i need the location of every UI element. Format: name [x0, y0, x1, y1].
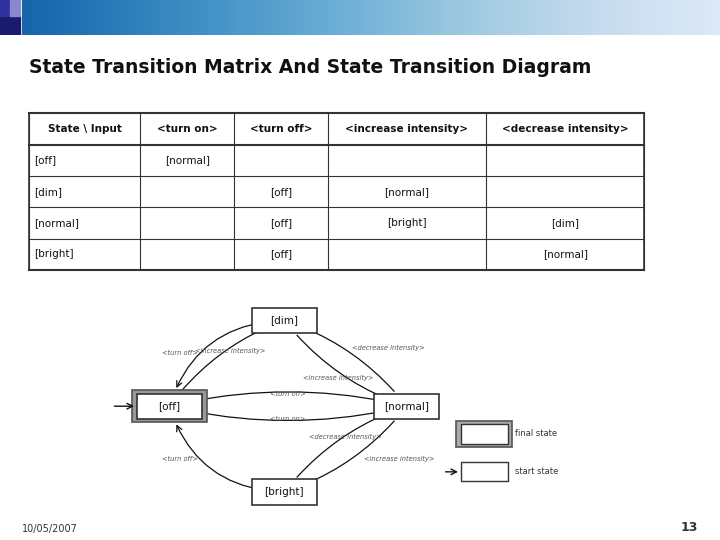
Text: start state: start state	[515, 467, 558, 476]
Text: [off]: [off]	[270, 249, 292, 259]
Text: <increase intensity>: <increase intensity>	[364, 456, 435, 462]
Text: <turn on>: <turn on>	[271, 416, 305, 422]
Bar	[252, 308, 317, 333]
Text: <increase intensity>: <increase intensity>	[346, 124, 468, 134]
Bar	[29, 113, 644, 270]
Text: final state: final state	[515, 429, 557, 438]
Bar	[461, 462, 508, 482]
Text: <turn off>: <turn off>	[162, 350, 198, 356]
Bar	[374, 394, 439, 419]
Text: [normal]: [normal]	[165, 156, 210, 165]
Text: <turn off>: <turn off>	[250, 124, 312, 134]
Bar	[456, 421, 512, 447]
Text: [normal]: [normal]	[35, 218, 79, 228]
Text: <turn off>: <turn off>	[162, 456, 198, 462]
Text: 13: 13	[681, 521, 698, 534]
Text: <decrease intensity>: <decrease intensity>	[353, 345, 425, 351]
Text: <turn on>: <turn on>	[157, 124, 217, 134]
Text: [bright]: [bright]	[35, 249, 74, 259]
Bar	[461, 424, 508, 443]
Text: State \ Input: State \ Input	[48, 124, 122, 134]
Text: <increase intensity>: <increase intensity>	[195, 348, 266, 354]
Text: [bright]: [bright]	[264, 487, 305, 497]
Bar	[132, 390, 207, 422]
Text: <decrease intensity>: <decrease intensity>	[310, 434, 382, 440]
Text: [dim]: [dim]	[35, 187, 63, 197]
Bar	[0, 0, 10, 16]
Text: [bright]: [bright]	[387, 218, 427, 228]
Bar	[10, 0, 20, 16]
Text: [normal]: [normal]	[384, 187, 429, 197]
Bar	[0, 16, 20, 35]
Text: State Transition Matrix And State Transition Diagram: State Transition Matrix And State Transi…	[29, 58, 591, 77]
Text: [off]: [off]	[158, 401, 180, 411]
Text: [dim]: [dim]	[552, 218, 579, 228]
Text: <increase intensity>: <increase intensity>	[303, 375, 374, 381]
Text: [normal]: [normal]	[384, 401, 429, 411]
Text: <turn off>: <turn off>	[270, 390, 306, 396]
Bar	[252, 480, 317, 505]
Text: [off]: [off]	[270, 187, 292, 197]
Text: [off]: [off]	[270, 218, 292, 228]
Text: 10/05/2007: 10/05/2007	[22, 524, 78, 534]
Text: [dim]: [dim]	[271, 315, 298, 326]
Text: [off]: [off]	[35, 156, 57, 165]
Bar	[137, 394, 202, 419]
Text: [normal]: [normal]	[543, 249, 588, 259]
Text: <decrease intensity>: <decrease intensity>	[502, 124, 629, 134]
